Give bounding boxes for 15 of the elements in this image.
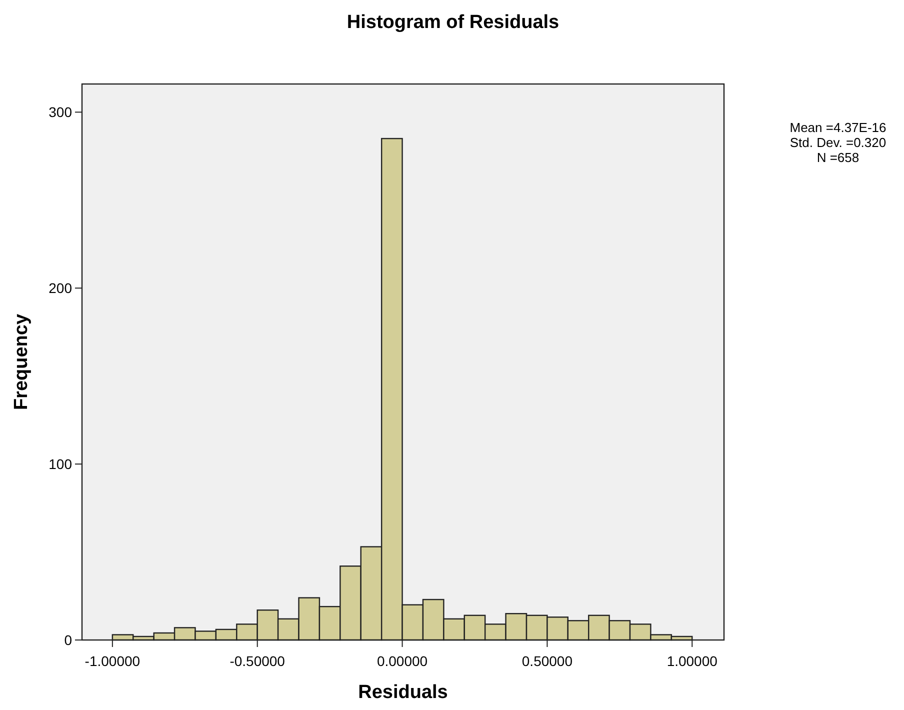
text: Std. Dev. =0.320 [790,135,886,150]
x-tick-label: 0.50000 [522,653,573,669]
y-tick-label: 0 [64,632,72,648]
x-tick-label: 0.00000 [376,653,428,669]
text: Mean =4.37E-16 [790,120,886,135]
y-tick-label: 100 [48,456,72,472]
y-tick-label: 300 [48,104,72,120]
x-tick-label: -1.00000 [84,653,140,669]
x-tick-label: 1.00000 [666,653,718,669]
text: N =658 [816,150,860,165]
y-axis-title: Frequency [11,314,32,410]
y-tick-label: 200 [48,280,72,296]
chart-title: Histogram of Residuals [346,12,560,33]
x-axis-title: Residuals [358,682,448,703]
x-tick-label: -0.50000 [230,653,286,669]
